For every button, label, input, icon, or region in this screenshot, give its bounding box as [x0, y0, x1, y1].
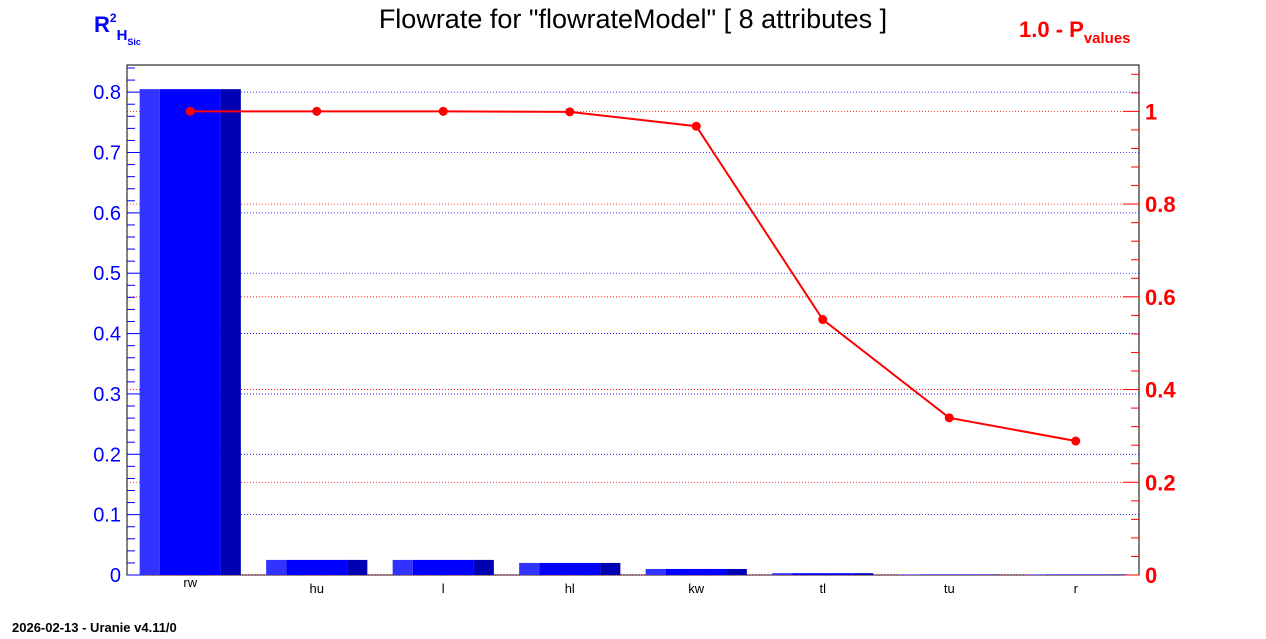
category-label: hl	[565, 581, 575, 596]
left-axis-label-main: R	[94, 12, 110, 37]
right-tick-label: 0.4	[1145, 378, 1176, 403]
right-axis-label: 1.0 - Pvalues	[1019, 17, 1131, 47]
bar-rw	[139, 89, 241, 575]
bar-right-face	[600, 562, 621, 575]
right-tick-label: 0.8	[1145, 192, 1176, 217]
plot-frame	[126, 64, 1140, 576]
category-label: hu	[310, 581, 324, 596]
left-tick-label: 0.5	[93, 263, 121, 285]
pvalue-point-kw	[691, 121, 701, 131]
bar-right-face	[473, 559, 494, 575]
bar-center-face	[665, 568, 727, 575]
bar-center-face	[918, 574, 980, 575]
right-tick-label: 0.2	[1145, 470, 1176, 495]
bar-r	[1025, 574, 1127, 575]
bar-center-face	[1045, 574, 1107, 575]
left-axis-label-subsub: Sic	[127, 37, 141, 47]
left-tick-label: 0.3	[93, 384, 121, 406]
right-tick-label: 0	[1145, 563, 1157, 588]
bar-center-face	[159, 89, 221, 575]
bar-center-face	[792, 573, 854, 575]
left-axis-label-sub: H	[116, 27, 128, 44]
right-axis-label-sub: values	[1083, 30, 1131, 47]
pvalue-point-hl	[565, 107, 575, 117]
footer-stamp: 2026-02-13 - Uranie v4.11/0	[12, 620, 177, 635]
bar-left-face	[898, 574, 919, 575]
pvalue-line	[190, 110, 1076, 442]
bar-right-face	[853, 573, 874, 575]
pvalue-point-r	[1071, 436, 1081, 446]
bar-left-face	[1025, 574, 1046, 575]
category-label: tl	[820, 581, 827, 596]
right-tick-label: 1	[1145, 99, 1157, 124]
bar-tu	[898, 574, 1000, 575]
pvalue-point-l	[438, 106, 448, 116]
bar-center-face	[412, 559, 474, 575]
right-axis-label-main: 1.0 - P	[1019, 17, 1084, 42]
bar-left-face	[772, 573, 793, 575]
category-label: l	[442, 581, 445, 596]
category-label: r	[1074, 581, 1079, 596]
left-tick-label: 0.7	[93, 143, 121, 165]
bar-left-face	[519, 562, 540, 575]
bar-right-face	[1106, 574, 1127, 575]
chart-title: Flowrate for "flowrateModel" [ 8 attribu…	[378, 4, 888, 34]
bar-left-face	[392, 559, 413, 575]
right-tick-label: 0.6	[1145, 285, 1176, 310]
bar-center-face	[286, 559, 348, 575]
category-label: tu	[944, 581, 955, 596]
bar-right-face	[347, 559, 368, 575]
category-label: rw	[183, 575, 197, 590]
bar-l	[392, 559, 494, 575]
bar-hl	[519, 562, 621, 575]
left-axis-label-sup: 2	[109, 10, 117, 25]
bar-left-face	[645, 568, 666, 575]
bar-right-face	[726, 568, 747, 575]
left-tick-label: 0.1	[93, 505, 121, 527]
category-label: kw	[688, 581, 705, 596]
left-tick-label: 0.8	[93, 82, 121, 104]
pvalue-point-tl	[818, 315, 828, 325]
bar-left-face	[266, 559, 287, 575]
bar-center-face	[539, 562, 601, 575]
bar-right-face	[979, 574, 1000, 575]
bar-left-face	[139, 89, 160, 575]
bar-hu	[266, 559, 368, 575]
left-tick-label: 0.4	[93, 324, 121, 346]
pvalue-point-rw	[185, 106, 195, 116]
bar-tl	[772, 573, 874, 575]
pvalue-point-tu	[944, 413, 954, 423]
left-tick-label: 0.2	[93, 444, 121, 466]
bar-right-face	[220, 89, 241, 575]
pvalue-point-hu	[312, 106, 322, 116]
bar-kw	[645, 568, 747, 575]
left-tick-label: 0	[110, 565, 121, 587]
left-axis-label: R2 HSic	[94, 10, 141, 47]
left-tick-label: 0.6	[93, 203, 121, 225]
